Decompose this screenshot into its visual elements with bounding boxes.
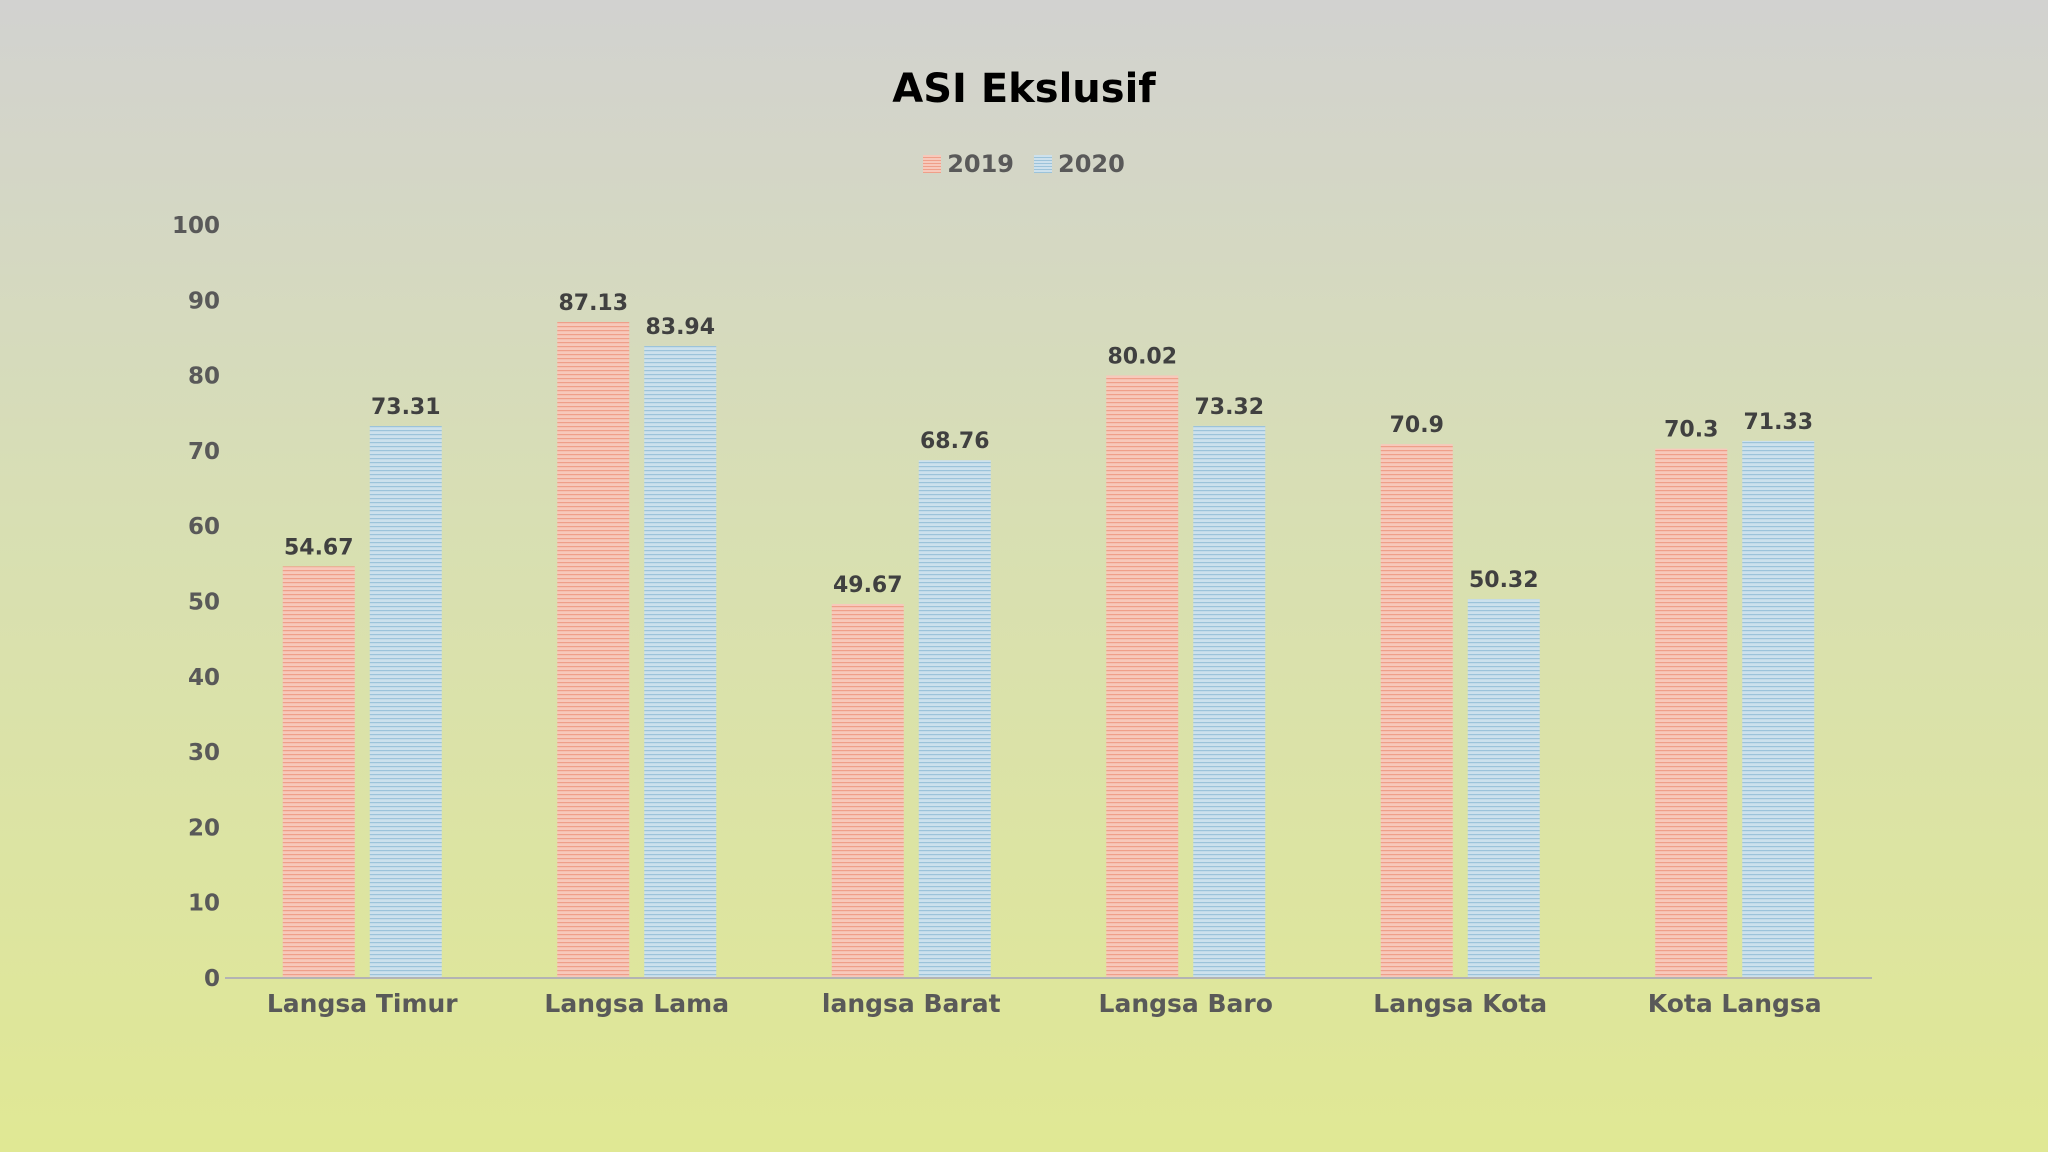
data-label: 71.33 — [1743, 410, 1813, 435]
legend-swatch-2019 — [923, 155, 942, 173]
legend-label-2019: 2019 — [947, 150, 1014, 178]
bar-2020 — [1193, 425, 1266, 978]
y-tick-label: 0 — [204, 966, 220, 992]
data-label: 70.9 — [1390, 413, 1444, 438]
y-tick-label: 40 — [188, 665, 220, 691]
y-tick-label: 10 — [188, 891, 220, 917]
data-label: 54.67 — [284, 535, 354, 560]
legend-label-2020: 2020 — [1058, 150, 1125, 178]
y-tick-label: 20 — [188, 815, 220, 841]
data-label: 83.94 — [645, 315, 715, 340]
y-tick-label: 80 — [188, 364, 220, 390]
data-label: 49.67 — [833, 573, 903, 598]
data-label: 80.02 — [1107, 344, 1177, 369]
bar-2020 — [1742, 440, 1815, 978]
data-label: 73.31 — [371, 395, 441, 420]
data-label: 68.76 — [920, 429, 990, 454]
x-tick-label: Langsa Timur — [267, 989, 458, 1018]
bar-2019 — [282, 566, 355, 978]
y-tick-label: 70 — [188, 439, 220, 465]
legend: 2019 2020 — [0, 150, 2048, 178]
x-tick-label: Langsa Lama — [544, 989, 729, 1018]
y-tick-label: 50 — [188, 590, 220, 616]
legend-item-2019: 2019 — [923, 150, 1014, 178]
y-tick-label: 60 — [188, 514, 220, 540]
bar-2020 — [1467, 599, 1540, 978]
x-tick-label: Kota Langsa — [1648, 989, 1822, 1018]
y-tick-label: 90 — [188, 288, 220, 314]
bar-2019 — [1106, 375, 1179, 978]
data-label: 70.3 — [1664, 418, 1718, 443]
bar-2019 — [557, 321, 630, 978]
legend-item-2020: 2020 — [1034, 150, 1125, 178]
legend-swatch-2020 — [1034, 155, 1052, 173]
bar-2019 — [831, 603, 904, 978]
y-tick-label: 100 — [172, 213, 220, 239]
chart-title: ASI Ekslusif — [892, 66, 1156, 112]
bar-2020 — [644, 345, 717, 979]
x-tick-label: Langsa Baro — [1099, 989, 1273, 1018]
bar-2019 — [1655, 448, 1728, 978]
data-label: 73.32 — [1194, 395, 1264, 420]
bar-2019 — [1380, 444, 1453, 978]
data-label: 50.32 — [1469, 568, 1539, 593]
bar-2020 — [369, 425, 442, 978]
x-tick-label: langsa Barat — [822, 989, 1001, 1018]
data-label: 87.13 — [558, 291, 628, 316]
bar-2020 — [918, 460, 991, 979]
y-tick-label: 30 — [188, 740, 220, 766]
x-tick-label: Langsa Kota — [1373, 989, 1547, 1018]
